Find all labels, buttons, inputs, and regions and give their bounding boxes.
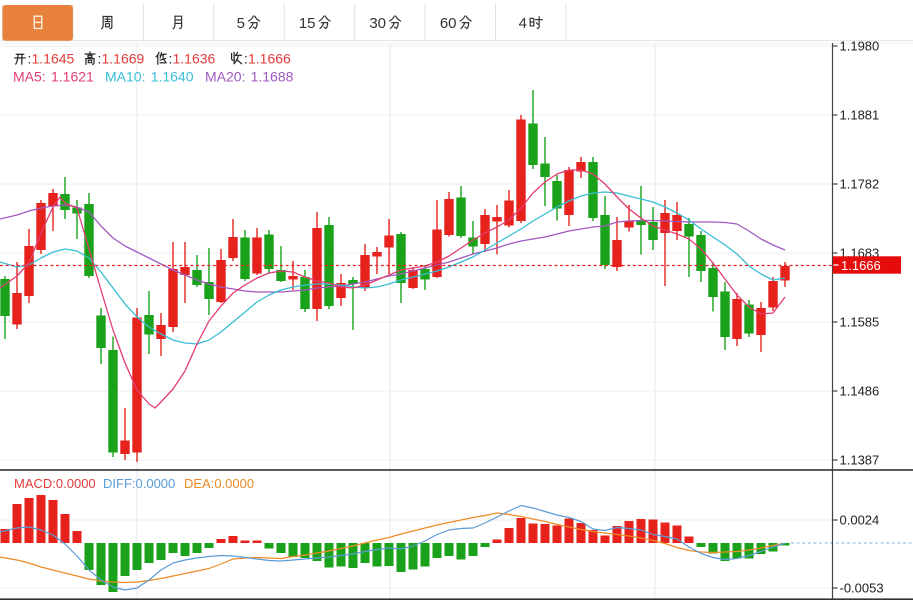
svg-text:MA10:: MA10:	[105, 69, 145, 85]
svg-text:DEA:0.0000: DEA:0.0000	[184, 476, 254, 491]
svg-text:1.1640: 1.1640	[151, 69, 194, 85]
svg-text:5: 5	[237, 15, 245, 32]
svg-text:MA5:: MA5:	[13, 69, 46, 85]
svg-text:1.1387: 1.1387	[840, 453, 880, 468]
svg-text:1.1688: 1.1688	[251, 69, 294, 85]
svg-text:1.1782: 1.1782	[840, 177, 880, 192]
svg-text:1.1669: 1.1669	[102, 51, 145, 67]
svg-text::: :	[98, 51, 102, 67]
svg-text:MACD:0.0000: MACD:0.0000	[14, 476, 96, 491]
svg-text:30: 30	[369, 15, 386, 32]
svg-text:1.1666: 1.1666	[841, 258, 881, 273]
svg-text:1.1666: 1.1666	[248, 51, 291, 67]
svg-text:15: 15	[299, 15, 316, 32]
svg-text:-0.0053: -0.0053	[840, 581, 884, 596]
svg-text::: :	[28, 51, 32, 67]
svg-text:1.1980: 1.1980	[840, 39, 880, 54]
svg-text:60: 60	[440, 15, 457, 32]
svg-text:1.1645: 1.1645	[32, 51, 75, 67]
svg-text:0.0024: 0.0024	[840, 513, 880, 528]
svg-text:1.1585: 1.1585	[840, 315, 880, 330]
svg-text:DIFF:0.0000: DIFF:0.0000	[103, 476, 175, 491]
svg-text:MA20:: MA20:	[205, 69, 245, 85]
svg-text:1.1486: 1.1486	[840, 384, 880, 399]
svg-text::: :	[244, 51, 248, 67]
svg-text:4: 4	[519, 15, 527, 32]
svg-text:1.1881: 1.1881	[840, 108, 880, 123]
svg-text::: :	[169, 51, 173, 67]
svg-text:1.1636: 1.1636	[173, 51, 216, 67]
svg-text:1.1621: 1.1621	[51, 69, 94, 85]
